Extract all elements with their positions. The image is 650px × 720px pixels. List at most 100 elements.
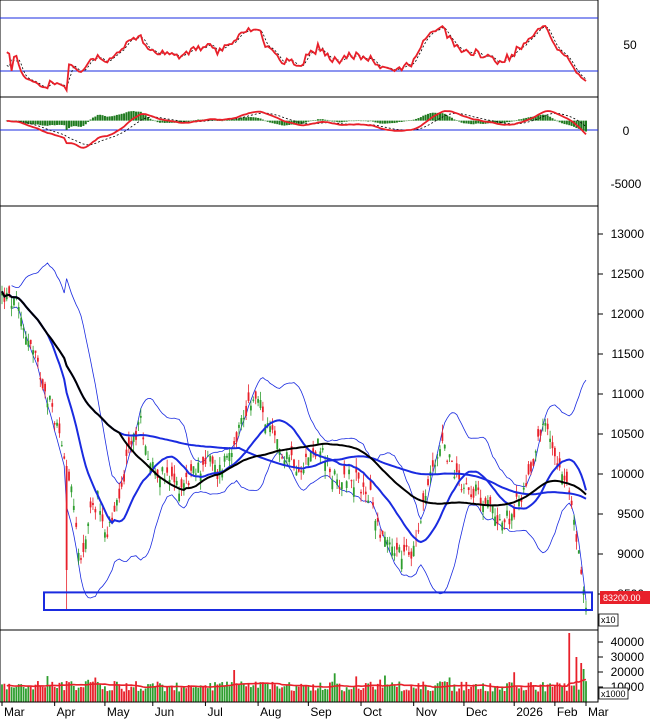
- volume-bar: [563, 683, 566, 702]
- volume-bar: [48, 685, 51, 702]
- macd-histogram-bar: [192, 120, 195, 121]
- macd-main-line: [6, 110, 587, 149]
- volume-bar: [271, 681, 274, 702]
- candle-body: [185, 472, 188, 478]
- volume-bar: [115, 681, 118, 702]
- volume-bar: [214, 682, 216, 702]
- candle-body: [257, 399, 259, 403]
- macd-histogram-bar: [350, 120, 353, 122]
- candle-body: [142, 437, 145, 440]
- macd-histogram-bar: [48, 120, 51, 126]
- macd-histogram-bar: [130, 111, 133, 121]
- volume-bar: [321, 689, 324, 702]
- candle-body: [259, 400, 262, 409]
- volume-bar: [104, 686, 106, 702]
- volume-bar: [192, 687, 195, 702]
- x-tick-label: Mar: [4, 705, 25, 719]
- volume-bar: [60, 682, 63, 702]
- volume-bar: [41, 686, 44, 702]
- candle-body: [247, 392, 250, 401]
- x-tick-label: Nov: [416, 705, 437, 719]
- macd-histogram-bar: [65, 120, 68, 130]
- volume-bars: [1, 633, 587, 702]
- macd-histogram-bar: [393, 120, 396, 124]
- macd-histogram-bar: [266, 120, 269, 122]
- macd-histogram-bar: [269, 120, 272, 123]
- candle-body: [441, 432, 444, 441]
- volume-bar: [111, 690, 113, 702]
- volume-bar: [65, 681, 68, 702]
- volume-bar: [333, 673, 336, 702]
- candle-body: [343, 465, 346, 475]
- volume-bar: [429, 690, 432, 702]
- macd-histogram-bar: [223, 120, 226, 121]
- volume-bar: [89, 682, 92, 702]
- macd-histogram-bar: [99, 114, 102, 121]
- candle-body: [340, 482, 343, 490]
- candle-body: [283, 460, 286, 467]
- macd-histogram-bar: [79, 120, 82, 127]
- volume-bar: [577, 689, 580, 702]
- candle-body: [443, 444, 446, 449]
- volume-bar: [142, 690, 145, 702]
- x-tick-label: Dec: [466, 705, 487, 719]
- volume-bar: [360, 689, 362, 702]
- macd-histogram-bar: [503, 120, 506, 123]
- macd-histogram-bar: [254, 117, 257, 121]
- candle-body: [34, 350, 37, 353]
- candle-body: [317, 438, 319, 444]
- candle-body: [178, 493, 181, 502]
- macd-histogram-bar: [151, 119, 154, 121]
- last-price-tag: [600, 591, 650, 604]
- macd-histogram-bar: [300, 120, 303, 125]
- candle-body: [104, 532, 106, 538]
- volume-bar: [39, 685, 42, 702]
- macd-histogram-bar: [166, 120, 169, 123]
- macd-histogram-bar: [537, 115, 540, 121]
- candle-body: [302, 469, 305, 474]
- candle-body: [496, 515, 499, 525]
- candle-body: [290, 446, 293, 456]
- macd-histogram-bar: [362, 120, 365, 122]
- candle-body: [321, 448, 324, 451]
- volume-bar: [135, 681, 137, 702]
- macd-histogram-bar: [101, 115, 104, 121]
- candle-body: [161, 467, 164, 472]
- volume-bar: [127, 690, 130, 702]
- macd-histogram-bar: [343, 120, 346, 122]
- x-tick-label: 2026: [516, 705, 543, 719]
- volume-bar: [348, 689, 350, 702]
- volume-bar: [75, 690, 78, 702]
- macd-histogram-bar: [517, 119, 520, 121]
- macd-histogram-bar: [132, 111, 135, 121]
- volume-bar: [431, 690, 434, 702]
- volume-bar: [470, 687, 473, 702]
- candle-body: [467, 487, 470, 491]
- volume-bar: [273, 684, 276, 702]
- macd-histogram-bar: [577, 120, 580, 129]
- candle-body: [561, 474, 563, 485]
- candle-body: [261, 406, 264, 413]
- candle-body: [436, 457, 439, 459]
- volume-bar: [82, 687, 85, 702]
- volume-bar: [585, 681, 587, 702]
- macd-histogram-bar: [91, 117, 94, 121]
- candle-body: [190, 464, 192, 471]
- price-multiplier-label: x10: [601, 615, 616, 625]
- macd-histogram-bar: [556, 120, 559, 122]
- volume-bar: [317, 688, 319, 702]
- candle-body: [486, 500, 489, 508]
- support-zone-box: [43, 591, 593, 612]
- candle-body: [577, 550, 580, 554]
- macd-histogram-bar: [34, 120, 37, 125]
- bollinger-upper: [11, 262, 587, 521]
- volume-bar: [384, 675, 386, 702]
- macd-histogram-bar: [228, 119, 231, 121]
- candle-body: [329, 468, 331, 473]
- macd-histogram-bar: [276, 120, 279, 125]
- volume-bar: [510, 682, 513, 702]
- candle-body: [367, 500, 370, 503]
- volume-bar: [221, 682, 224, 702]
- macd-histogram-bar: [403, 120, 406, 122]
